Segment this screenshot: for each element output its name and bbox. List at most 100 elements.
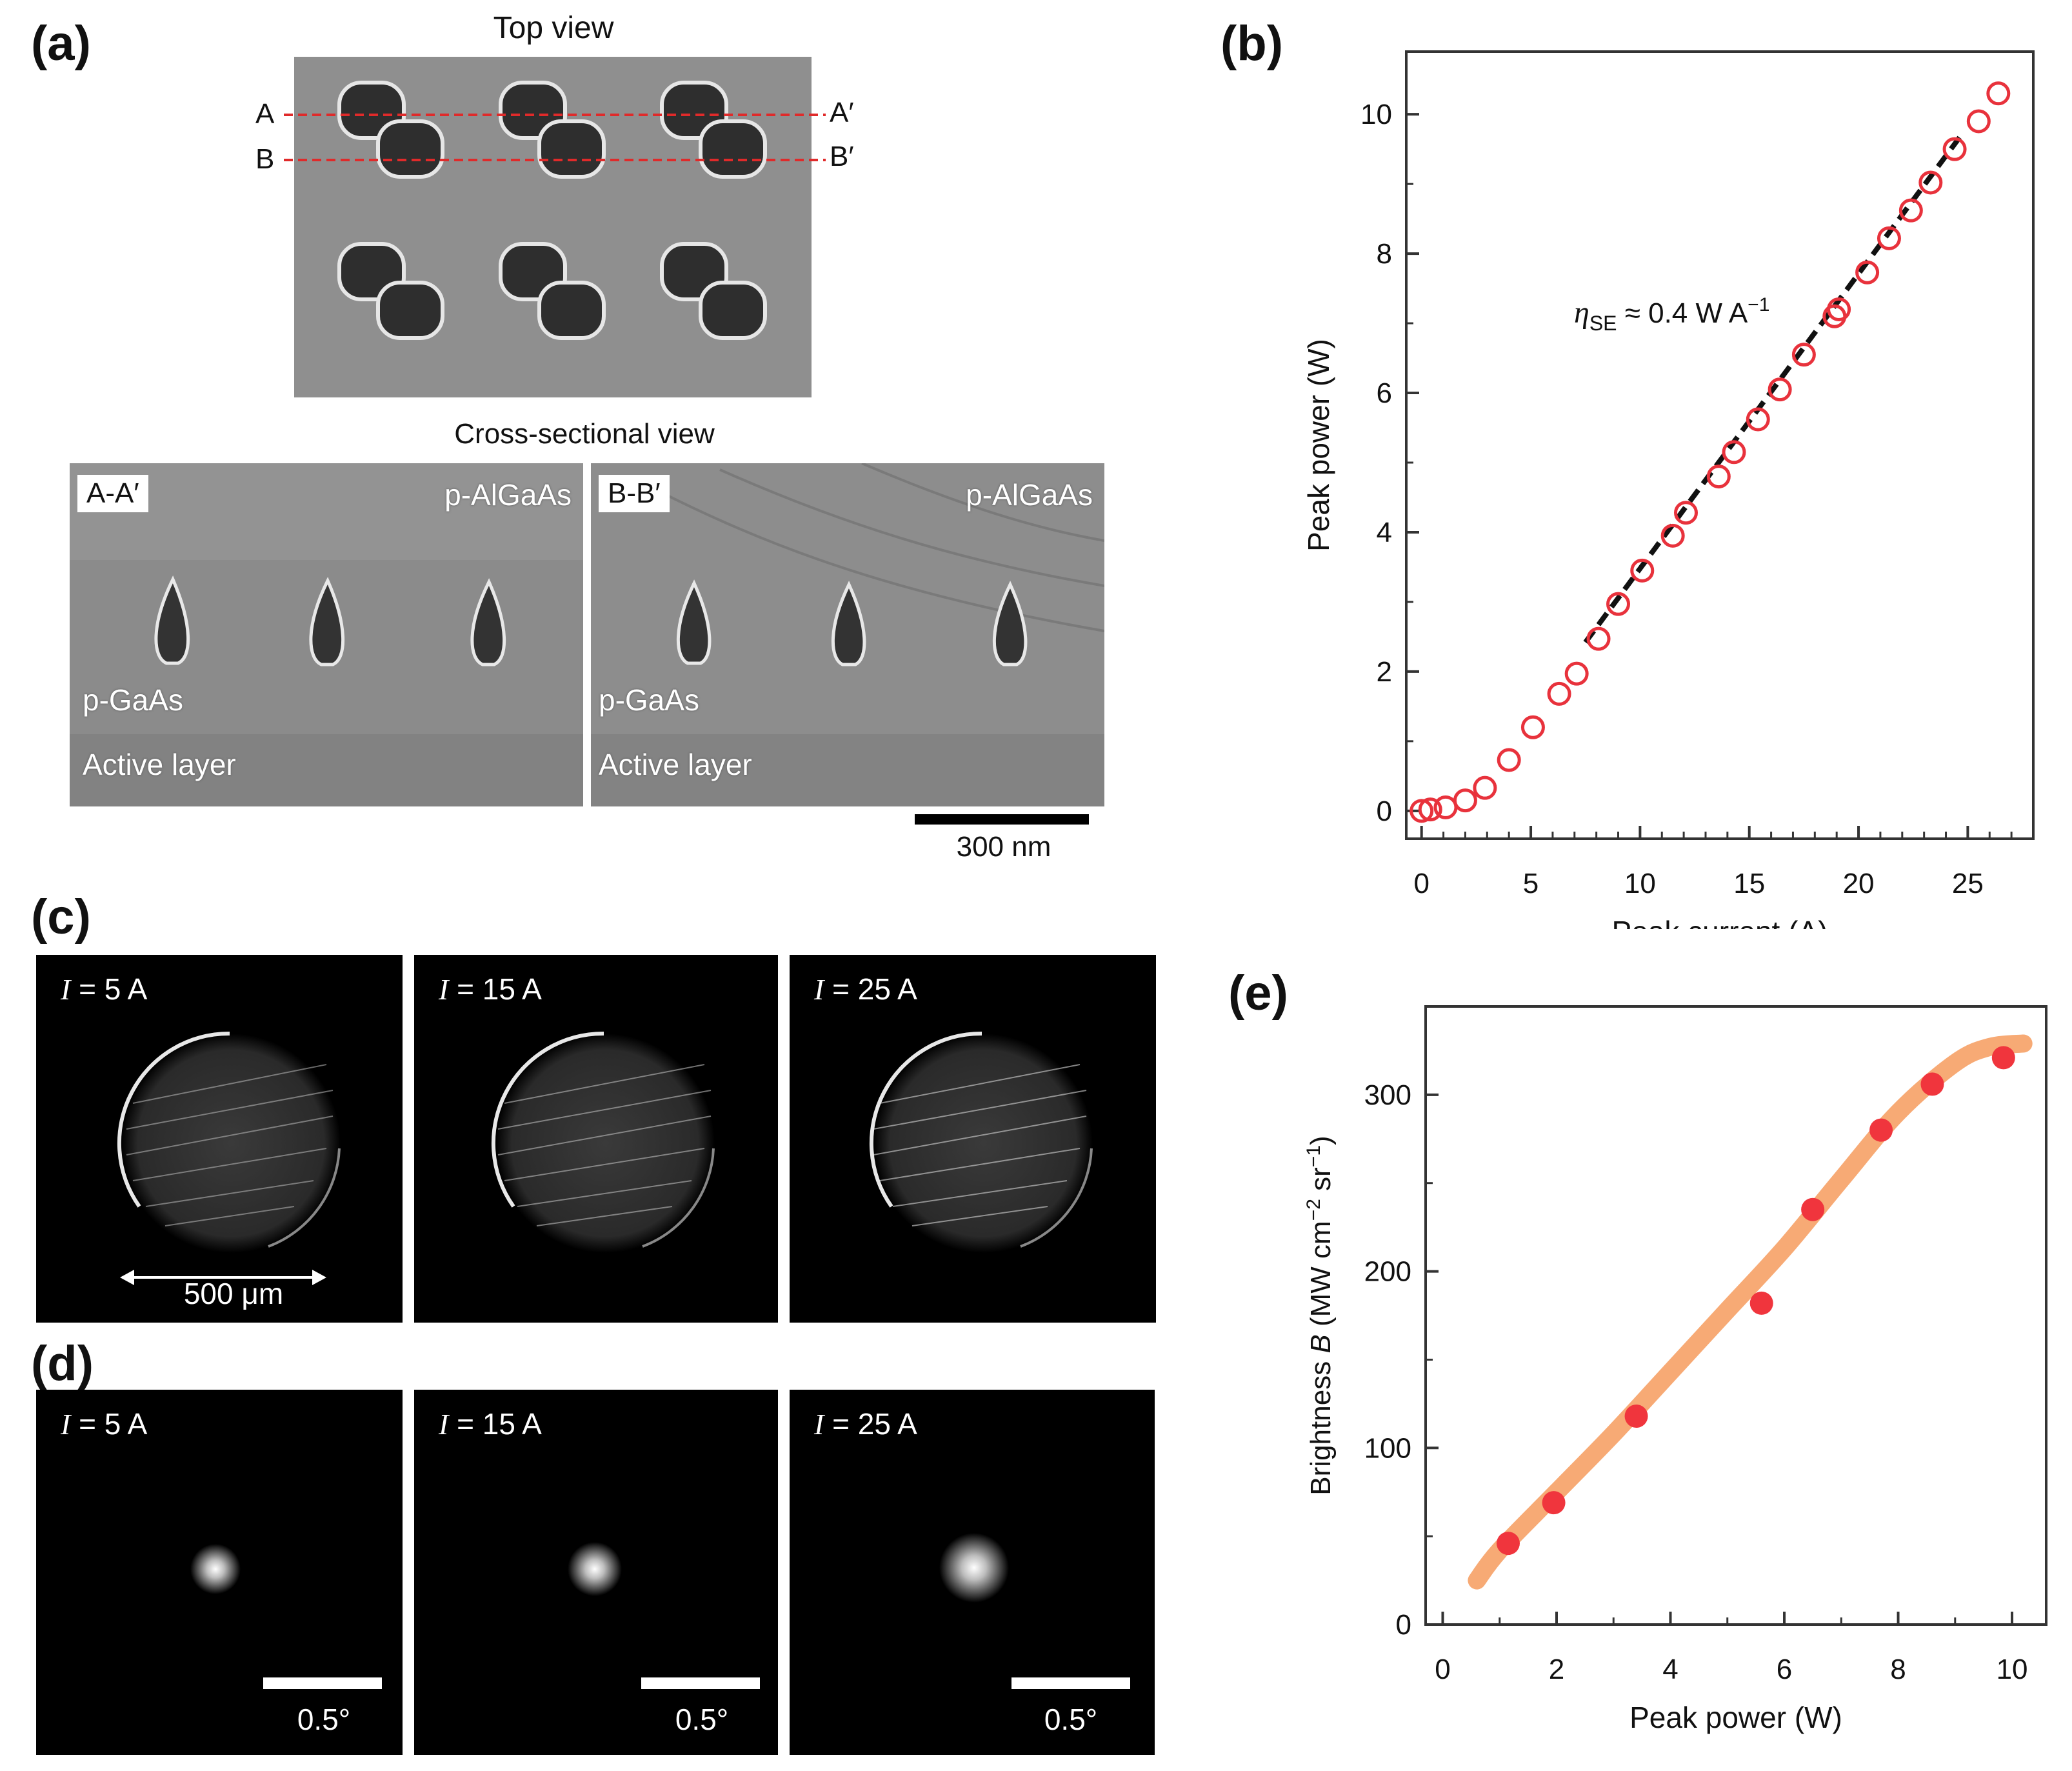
current-label-c-5a: I = 5 A: [61, 972, 148, 1006]
x-tick-label: 2: [1549, 1654, 1564, 1685]
farfield-pattern-25a: [939, 1533, 1009, 1603]
data-point: [1827, 297, 1851, 321]
data-point: [1920, 1072, 1944, 1096]
data-point: [1855, 260, 1880, 285]
data-point: [1520, 715, 1545, 739]
nearfield-pattern-25a: [869, 1031, 1093, 1253]
data-point: [1986, 81, 2011, 106]
nearfield-image-5a: I = 5 A 500 μm: [36, 955, 403, 1323]
chart-b-peak-power: 0 5 10 15 20 25 0 2 4 6 8 10 Peak current (A) Peak po…: [1302, 50, 2035, 929]
farfield-pattern-5a: [190, 1544, 241, 1594]
data-point: [1630, 558, 1655, 583]
cross-section-tag-bb: B-B′: [599, 475, 670, 512]
sem-top-view-graphic: [337, 81, 767, 340]
nearfield-image-15a: I = 15 A: [414, 955, 778, 1323]
layer-label-p-gaas-right: p-GaAs: [599, 683, 699, 717]
layer-label-active-left: Active layer: [83, 748, 236, 781]
top-view-hole: [537, 281, 606, 340]
x-tick-label: 25: [1952, 868, 1984, 899]
data-point: [1497, 748, 1521, 772]
y-tick-label: 10: [1360, 99, 1392, 130]
y-tick-label: 2: [1377, 656, 1392, 688]
cut-lines: [284, 114, 826, 161]
layer-label-p-gaas-left: p-GaAs: [83, 683, 183, 717]
panel-label-d: (d): [31, 1336, 94, 1391]
panel-label-a: (a): [31, 16, 91, 71]
top-view-hole: [699, 119, 767, 179]
nearfield-pattern-5a: [117, 1031, 341, 1253]
nearfield-pattern-15a: [491, 1031, 715, 1253]
top-view-hole: [376, 119, 444, 179]
data-point: [1942, 137, 1967, 161]
slope-annotation: ηSE ≈ 0.4 W A−1: [1574, 294, 1769, 335]
top-view-title: Top view: [493, 11, 614, 45]
sem-cross-section-aa: A-A′ p-AlGaAs p-GaAs Active layer: [70, 463, 583, 806]
data-point: [1991, 1046, 2015, 1070]
x-tick-label: 0: [1413, 868, 1429, 899]
data-point: [1706, 465, 1731, 489]
top-view-hole: [537, 119, 606, 179]
y-tick-label: 100: [1364, 1432, 1411, 1464]
farfield-image-25a: I = 25 A 0.5°: [790, 1390, 1155, 1755]
scale-label-500um: 500 μm: [183, 1277, 284, 1310]
scale-label-d-5a: 0.5°: [297, 1703, 351, 1736]
x-tick-label: 15: [1733, 868, 1765, 899]
data-point: [1722, 440, 1746, 465]
current-label-d-5a: I = 5 A: [61, 1407, 148, 1441]
farfield-image-15a: I = 15 A 0.5°: [414, 1390, 778, 1755]
data-point: [1433, 795, 1458, 819]
scale-bar-300nm: [915, 814, 1089, 825]
data-point: [1473, 775, 1497, 800]
cross-section-tag-aa: A-A′: [77, 475, 148, 512]
y-axis-label: Brightness B (MW cm−2 sr−1): [1303, 1136, 1337, 1495]
y-tick-label: 4: [1377, 517, 1392, 548]
x-tick-label: 4: [1662, 1654, 1678, 1685]
top-view-hole: [699, 281, 767, 340]
data-point: [1768, 377, 1792, 402]
panel-label-e: (e): [1228, 966, 1288, 1021]
plot-frame: [1405, 50, 2035, 840]
data-point: [1418, 797, 1442, 822]
panel-label-b: (b): [1220, 16, 1284, 71]
x-tick-label: 5: [1523, 868, 1539, 899]
data-point: [1801, 1197, 1825, 1221]
scale-label-300nm: 300 nm: [956, 831, 1051, 863]
sem-cross-section-bb: B-B′ p-AlGaAs p-GaAs Active layer: [591, 463, 1104, 806]
data-point: [1918, 170, 1943, 195]
current-label-c-15a: I = 15 A: [439, 972, 542, 1006]
y-tick-label: 0: [1396, 1609, 1411, 1641]
cut-label-b: B: [255, 143, 275, 175]
fit-line: [1583, 134, 1964, 644]
nearfield-image-25a: I = 25 A: [790, 955, 1156, 1323]
current-label-d-15a: I = 15 A: [439, 1407, 542, 1441]
data-point: [1547, 681, 1571, 706]
data-point: [1746, 407, 1770, 432]
x-tick-label: 20: [1843, 868, 1875, 899]
x-tick-label: 6: [1777, 1654, 1792, 1685]
x-tick-label: 8: [1890, 1654, 1906, 1685]
data-point: [1606, 592, 1631, 616]
cross-section-aa-graphic: [70, 463, 583, 806]
data-point: [1410, 799, 1434, 823]
data-point: [1869, 1118, 1893, 1142]
data-point: [1674, 501, 1698, 525]
x-axis-label: Peak current (A): [1612, 915, 1828, 929]
scale-bar-d-15a: [641, 1677, 760, 1689]
y-tick-label: 6: [1377, 377, 1392, 409]
cross-section-title: Cross-sectional view: [454, 418, 715, 450]
scale-bar-d-25a: [1011, 1677, 1130, 1689]
data-point: [1791, 343, 1816, 367]
y-axis-label: Peak power (W): [1302, 339, 1335, 552]
panel-label-c: (c): [31, 890, 91, 945]
data-point: [1660, 523, 1685, 548]
y-tick-label: 200: [1364, 1256, 1411, 1288]
data-point: [1496, 1532, 1520, 1556]
y-tick-label: 300: [1364, 1079, 1411, 1111]
layer-label-active-right: Active layer: [599, 748, 752, 781]
data-point: [1542, 1491, 1566, 1515]
x-tick-label: 10: [1997, 1654, 2028, 1685]
top-view-hole: [376, 281, 444, 340]
layer-label-p-algaas-right: p-AlGaAs: [966, 478, 1093, 512]
data-point: [1898, 198, 1923, 223]
